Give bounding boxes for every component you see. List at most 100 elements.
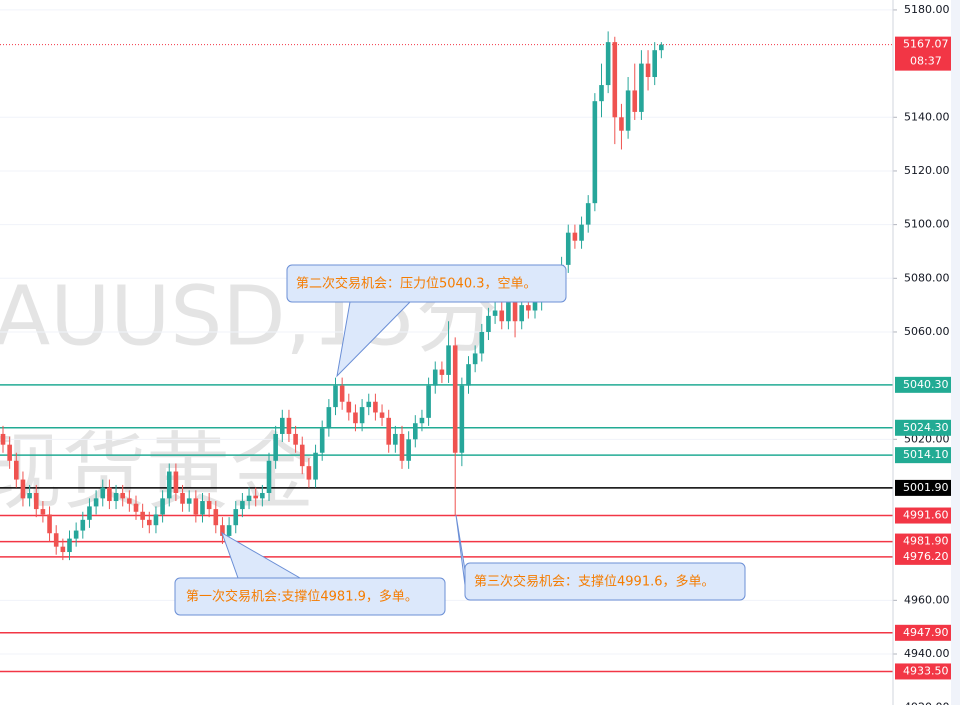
candle-body (246, 495, 252, 502)
level-label: 5014.10 (903, 448, 949, 461)
candle-body (7, 444, 12, 461)
callouts: 第一次交易机会:支撑位4981.9，多单。 第二次交易机会：压力位5040.3，… (174, 264, 746, 616)
level-label: 4991.60 (903, 509, 949, 522)
y-tick-label: 5100.00 (904, 218, 950, 231)
candle-body (80, 519, 86, 531)
candle-body (220, 525, 225, 536)
y-tick-label: 5080.00 (904, 271, 950, 284)
candle-body (173, 471, 179, 493)
candle-body (359, 407, 365, 424)
candle-body (206, 501, 212, 510)
candle-body (373, 401, 378, 413)
candle-body (127, 498, 132, 504)
level-label: 4933.50 (903, 664, 949, 677)
candle-body (253, 495, 258, 499)
current-price-label: 5167.07 (903, 38, 949, 51)
candle-body (233, 509, 239, 526)
candle-body (53, 533, 59, 547)
callout-pointer (455, 514, 466, 586)
candle-body (506, 299, 511, 322)
countdown-label: 08:37 (910, 55, 942, 68)
candle-body (386, 417, 391, 445)
candle-body (180, 492, 185, 504)
candle-body (366, 401, 372, 408)
annotation: 第三次交易机会：支撑位4991.6，多单。 (474, 574, 715, 590)
y-tick-label: 5140.00 (904, 110, 950, 123)
candle-body (60, 546, 66, 553)
candle-body (299, 444, 305, 467)
candle-body (186, 498, 192, 504)
candle-body (286, 417, 292, 434)
candle-body (260, 492, 265, 499)
candle-body (432, 369, 438, 386)
candle-body (20, 479, 26, 499)
candle-body (472, 353, 478, 365)
y-tick-label: 5120.00 (904, 164, 950, 177)
level-label-box (895, 376, 951, 393)
candle-body (333, 385, 338, 408)
candle-body (313, 452, 318, 480)
candle-body (619, 117, 624, 131)
level-label: 4981.90 (903, 535, 949, 548)
candle-body (27, 492, 32, 499)
candle-body (147, 519, 152, 526)
candle-body (659, 44, 664, 51)
level-label: 5024.30 (903, 421, 949, 434)
candle-body (120, 492, 125, 499)
candle-body (113, 492, 119, 502)
candle-body (599, 85, 604, 102)
candle-body (306, 466, 312, 480)
candle-body (40, 509, 46, 515)
candle-body (200, 501, 205, 515)
candle-body (459, 385, 465, 453)
candle-body (592, 101, 598, 204)
level-label: 4976.20 (903, 550, 949, 563)
candle-body (107, 487, 112, 502)
candle-body (240, 501, 245, 510)
current-price-box (895, 36, 951, 71)
level-label-box (895, 447, 951, 464)
candle-body (353, 412, 358, 424)
level-label: 4947.90 (903, 626, 949, 639)
candle-body (140, 511, 145, 520)
level-label-box (895, 624, 951, 641)
level-label-box (895, 548, 951, 565)
candle-body (0, 433, 6, 445)
candle-body (273, 433, 278, 461)
candle-body (532, 302, 538, 311)
callout-pointer (221, 531, 302, 579)
candle-body (419, 417, 425, 424)
y-tick-label: 5060.00 (904, 325, 950, 338)
y-tick-label: 4920.00 (904, 701, 950, 705)
candle-body (612, 42, 618, 118)
y-tick-label: 4960.00 (904, 593, 950, 606)
candle-body (226, 525, 232, 536)
candle-body (585, 203, 591, 225)
candle-body (160, 498, 165, 515)
candle-body (193, 498, 199, 515)
candle-body (379, 412, 385, 418)
callout-box (174, 577, 446, 616)
candle-body (565, 232, 571, 265)
candle-body (319, 428, 325, 453)
candle-body (632, 90, 638, 112)
candle-body (93, 498, 99, 507)
candle-body (326, 407, 332, 429)
level-label-box (895, 479, 951, 496)
candle-body (652, 50, 657, 78)
candle-body (486, 315, 491, 332)
candle-body (426, 385, 431, 418)
y-tick-label: 5180.00 (904, 3, 950, 16)
candle-body (73, 530, 79, 539)
callout-box (464, 562, 746, 601)
candle-body (605, 42, 611, 86)
candle-body (87, 506, 92, 520)
level-label-box (895, 419, 951, 436)
candle-body (153, 514, 159, 526)
candle-body (579, 224, 584, 241)
candle-body (293, 433, 298, 445)
candle-body (526, 305, 531, 311)
annotation: 第一次交易机会:支撑位4981.9，多单。 (186, 589, 418, 605)
callout-box (286, 264, 567, 303)
